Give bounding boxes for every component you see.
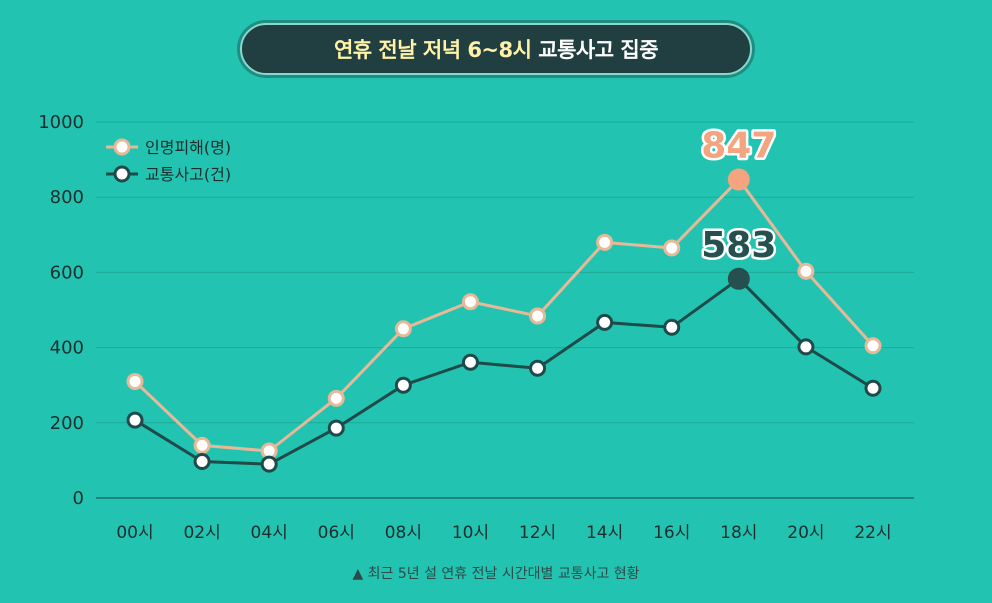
grid-lines [96,121,914,499]
data-point [260,455,278,473]
y-tick-label: 600 [50,262,84,283]
data-point [663,318,681,336]
data-point [596,233,614,251]
data-point [461,353,479,371]
x-tick-label: 22시 [854,523,891,543]
y-tick-label: 1000 [38,112,84,133]
data-point [193,453,211,471]
y-tick-label: 0 [73,488,84,509]
x-tick-label: 06시 [318,523,355,543]
data-point [663,239,681,257]
highlight-point-0 [727,168,750,191]
series-lines [126,168,882,473]
x-tick-label: 14시 [586,523,623,543]
legend: 인명피해(명) 교통사고(건) [106,138,231,184]
chart-title-rest: 교통사고 집중 [538,38,659,62]
y-tick-label: 800 [50,187,84,208]
chart-title-highlight: 연휴 전날 저녁 6~8시 [333,38,532,62]
data-point [193,436,211,454]
y-axis-ticks: 0 200 400 600 800 1000 [38,112,84,509]
series-line-1 [134,277,874,466]
data-point [126,372,144,390]
x-tick-label: 20시 [787,523,824,543]
callout-value-0: 847 [701,126,776,167]
data-point [126,411,144,429]
chart-title: 연휴 전날 저녁 6~8시 교통사고 집중 [240,23,752,75]
footnote: ▲ 최근 5년 설 연휴 전날 시간대별 교통사고 현황 [352,566,639,582]
data-point [394,376,412,394]
legend-label: 교통사고(건) [145,165,231,184]
data-point [596,313,614,331]
highlight-point-1 [727,267,750,290]
y-tick-label: 200 [50,413,84,434]
x-tick-label: 16시 [653,523,690,543]
x-tick-label: 04시 [251,523,288,543]
x-tick-label: 08시 [385,523,422,543]
data-point [461,293,479,311]
data-point [327,419,345,437]
data-point [797,338,815,356]
x-axis-ticks: 00시 02시 04시 06시 08시 10시 12시 14시 16시 18시 20시 22시 [116,523,891,543]
x-tick-label: 10시 [452,523,489,543]
data-point [797,262,815,280]
x-tick-label: 00시 [116,523,153,543]
legend-swatch-marker [113,138,131,156]
x-tick-label: 18시 [720,523,757,543]
legend-swatch-marker [113,165,131,183]
data-point [327,389,345,407]
data-point [529,359,547,377]
data-point [864,337,882,355]
data-point [529,307,547,325]
data-point [864,379,882,397]
legend-label: 인명피해(명) [145,138,231,157]
x-tick-label: 02시 [183,523,220,543]
y-tick-label: 400 [50,338,84,359]
data-point [394,320,412,338]
series-line-0 [133,178,875,453]
x-tick-label: 12시 [519,523,556,543]
callouts: 847 583 [699,123,779,268]
callout-value-1: 583 [701,225,776,266]
